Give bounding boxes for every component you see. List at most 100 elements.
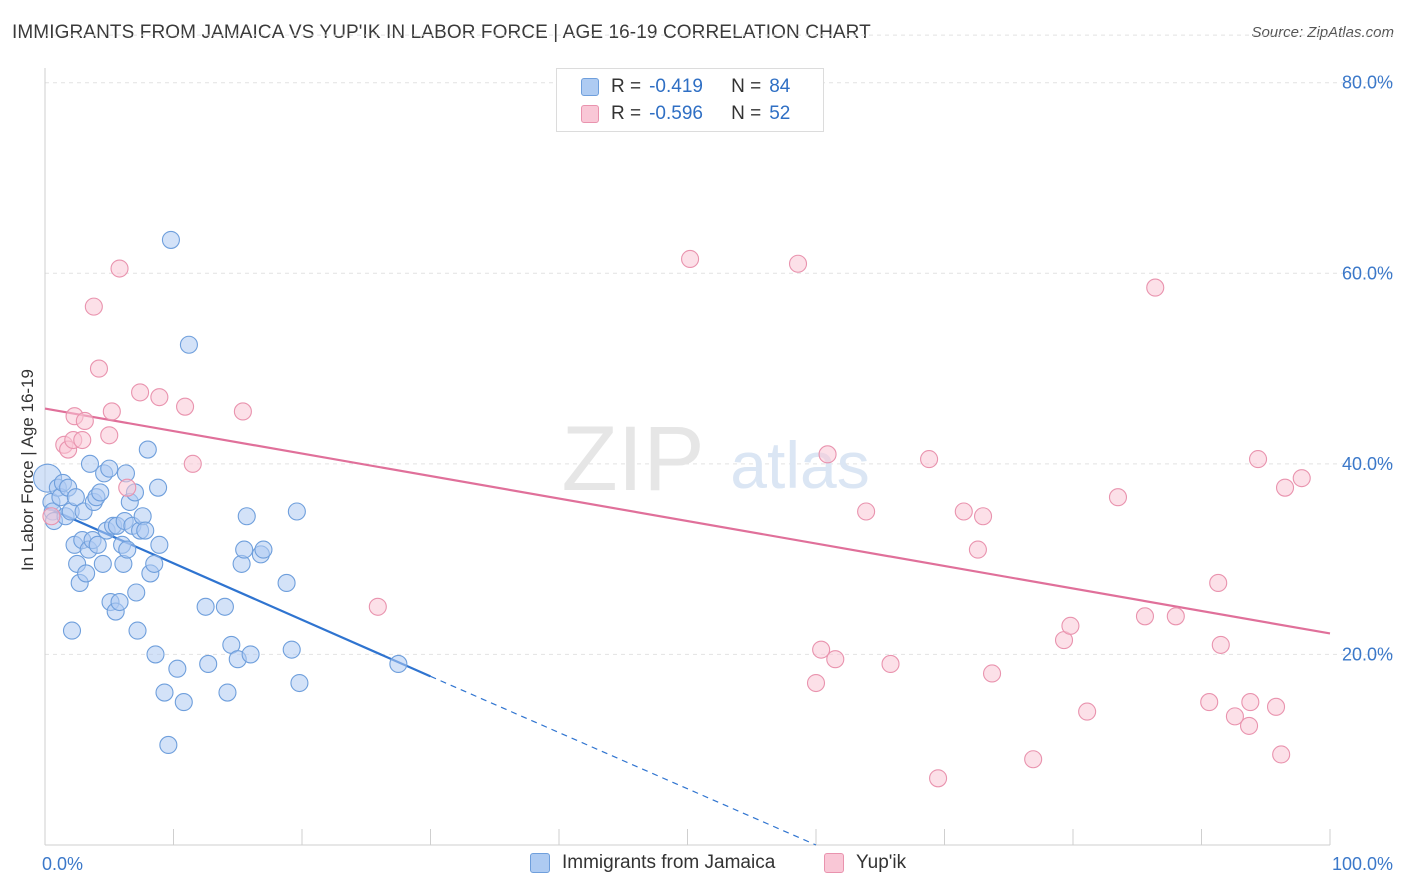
data-point bbox=[1146, 278, 1165, 297]
bottom-legend-swatch-yupik bbox=[824, 853, 844, 873]
data-point bbox=[277, 573, 296, 593]
data-point bbox=[199, 654, 218, 674]
data-point bbox=[826, 650, 845, 669]
data-point bbox=[282, 640, 301, 659]
data-point bbox=[149, 478, 168, 497]
data-point bbox=[788, 254, 808, 273]
y-tick-label: 60.0% bbox=[1342, 263, 1393, 283]
data-point bbox=[1166, 607, 1185, 626]
data-point bbox=[150, 535, 169, 554]
data-point bbox=[127, 583, 146, 602]
data-point bbox=[150, 388, 169, 407]
bottom-legend-label-yupik: Yup'ik bbox=[856, 852, 907, 873]
data-point bbox=[100, 459, 119, 478]
data-point bbox=[920, 450, 939, 469]
data-point bbox=[110, 259, 129, 278]
legend-n-value: 84 bbox=[769, 76, 791, 97]
correlation-legend: R = -0.419 N = 84 R = -0.596 N = 52 bbox=[556, 68, 824, 132]
legend-r-value: -0.419 bbox=[649, 76, 703, 97]
data-point bbox=[1200, 693, 1219, 712]
data-point bbox=[168, 659, 187, 678]
data-point bbox=[174, 693, 193, 712]
data-point bbox=[1248, 450, 1268, 469]
data-point bbox=[982, 664, 1002, 683]
bottom-legend-label-jamaica: Immigrants from Jamaica bbox=[562, 852, 776, 873]
watermark-zip: ZIP bbox=[561, 408, 704, 510]
data-point bbox=[818, 445, 837, 464]
data-points bbox=[33, 230, 1311, 788]
data-point bbox=[929, 769, 948, 788]
x-tick-label: 0.0% bbox=[42, 854, 83, 874]
data-point bbox=[681, 249, 700, 269]
data-point bbox=[75, 411, 94, 431]
data-point bbox=[290, 673, 309, 693]
source-credit: Source: ZipAtlas.com bbox=[1251, 24, 1394, 41]
data-point bbox=[812, 640, 831, 659]
data-point bbox=[89, 359, 109, 378]
data-point bbox=[110, 592, 129, 612]
legend-n-value: 52 bbox=[769, 103, 791, 124]
x-tick-label: 100.0% bbox=[1332, 854, 1393, 874]
data-point bbox=[196, 597, 215, 616]
chart-title: IMMIGRANTS FROM JAMAICA VS YUP'IK IN LAB… bbox=[12, 22, 871, 43]
legend-row-jamaica: R = -0.419 N = 84 bbox=[581, 74, 790, 100]
data-point bbox=[179, 335, 198, 354]
data-point bbox=[218, 683, 237, 702]
data-point bbox=[235, 540, 254, 559]
watermark-atlas: atlas bbox=[730, 428, 869, 502]
data-point bbox=[77, 564, 96, 583]
data-point bbox=[254, 540, 273, 559]
data-point bbox=[1108, 488, 1128, 507]
data-point bbox=[1024, 750, 1043, 769]
data-point bbox=[241, 645, 260, 664]
data-point bbox=[136, 521, 155, 540]
axes bbox=[44, 68, 1331, 846]
data-point bbox=[93, 554, 112, 573]
tick-labels: 20.0% 40.0% 60.0% 80.0% 0.0% 100.0% bbox=[42, 73, 1393, 874]
data-point bbox=[1135, 607, 1155, 626]
data-point bbox=[128, 621, 147, 640]
data-point bbox=[73, 430, 92, 450]
data-point bbox=[145, 554, 164, 573]
legend-swatch-yupik bbox=[581, 105, 599, 123]
data-point bbox=[968, 540, 987, 559]
data-point bbox=[1272, 745, 1291, 764]
data-point bbox=[1061, 616, 1080, 635]
data-point bbox=[233, 402, 252, 421]
data-point bbox=[62, 621, 82, 640]
trend-line bbox=[44, 407, 1331, 635]
y-tick-label: 80.0% bbox=[1342, 73, 1393, 93]
data-point bbox=[237, 507, 256, 526]
data-point bbox=[159, 735, 178, 754]
data-point bbox=[806, 673, 826, 693]
data-point bbox=[1209, 573, 1228, 593]
data-point bbox=[215, 597, 234, 616]
data-point bbox=[857, 502, 876, 521]
data-point bbox=[1275, 478, 1295, 497]
data-point bbox=[100, 426, 119, 445]
data-point bbox=[84, 297, 103, 316]
data-point bbox=[66, 488, 85, 507]
bottom-legend-swatch-jamaica bbox=[530, 853, 550, 873]
data-point bbox=[881, 654, 900, 674]
data-point bbox=[80, 454, 100, 473]
data-point bbox=[183, 454, 202, 473]
y-tick-label: 40.0% bbox=[1342, 454, 1393, 474]
legend-r-label: R = bbox=[611, 103, 642, 124]
data-point bbox=[1241, 693, 1260, 712]
data-point bbox=[1239, 716, 1259, 735]
legend-r-label: R = bbox=[611, 76, 642, 97]
data-point bbox=[138, 440, 157, 459]
data-point bbox=[973, 507, 993, 526]
data-point bbox=[131, 383, 150, 402]
data-point bbox=[368, 597, 387, 616]
legend-n-label: N = bbox=[731, 76, 762, 97]
data-point bbox=[1078, 702, 1097, 721]
data-point bbox=[91, 483, 110, 502]
data-point bbox=[146, 645, 165, 664]
trend-line-extension bbox=[430, 675, 817, 846]
data-point bbox=[118, 540, 137, 559]
data-point bbox=[88, 535, 107, 554]
data-point bbox=[102, 402, 121, 421]
